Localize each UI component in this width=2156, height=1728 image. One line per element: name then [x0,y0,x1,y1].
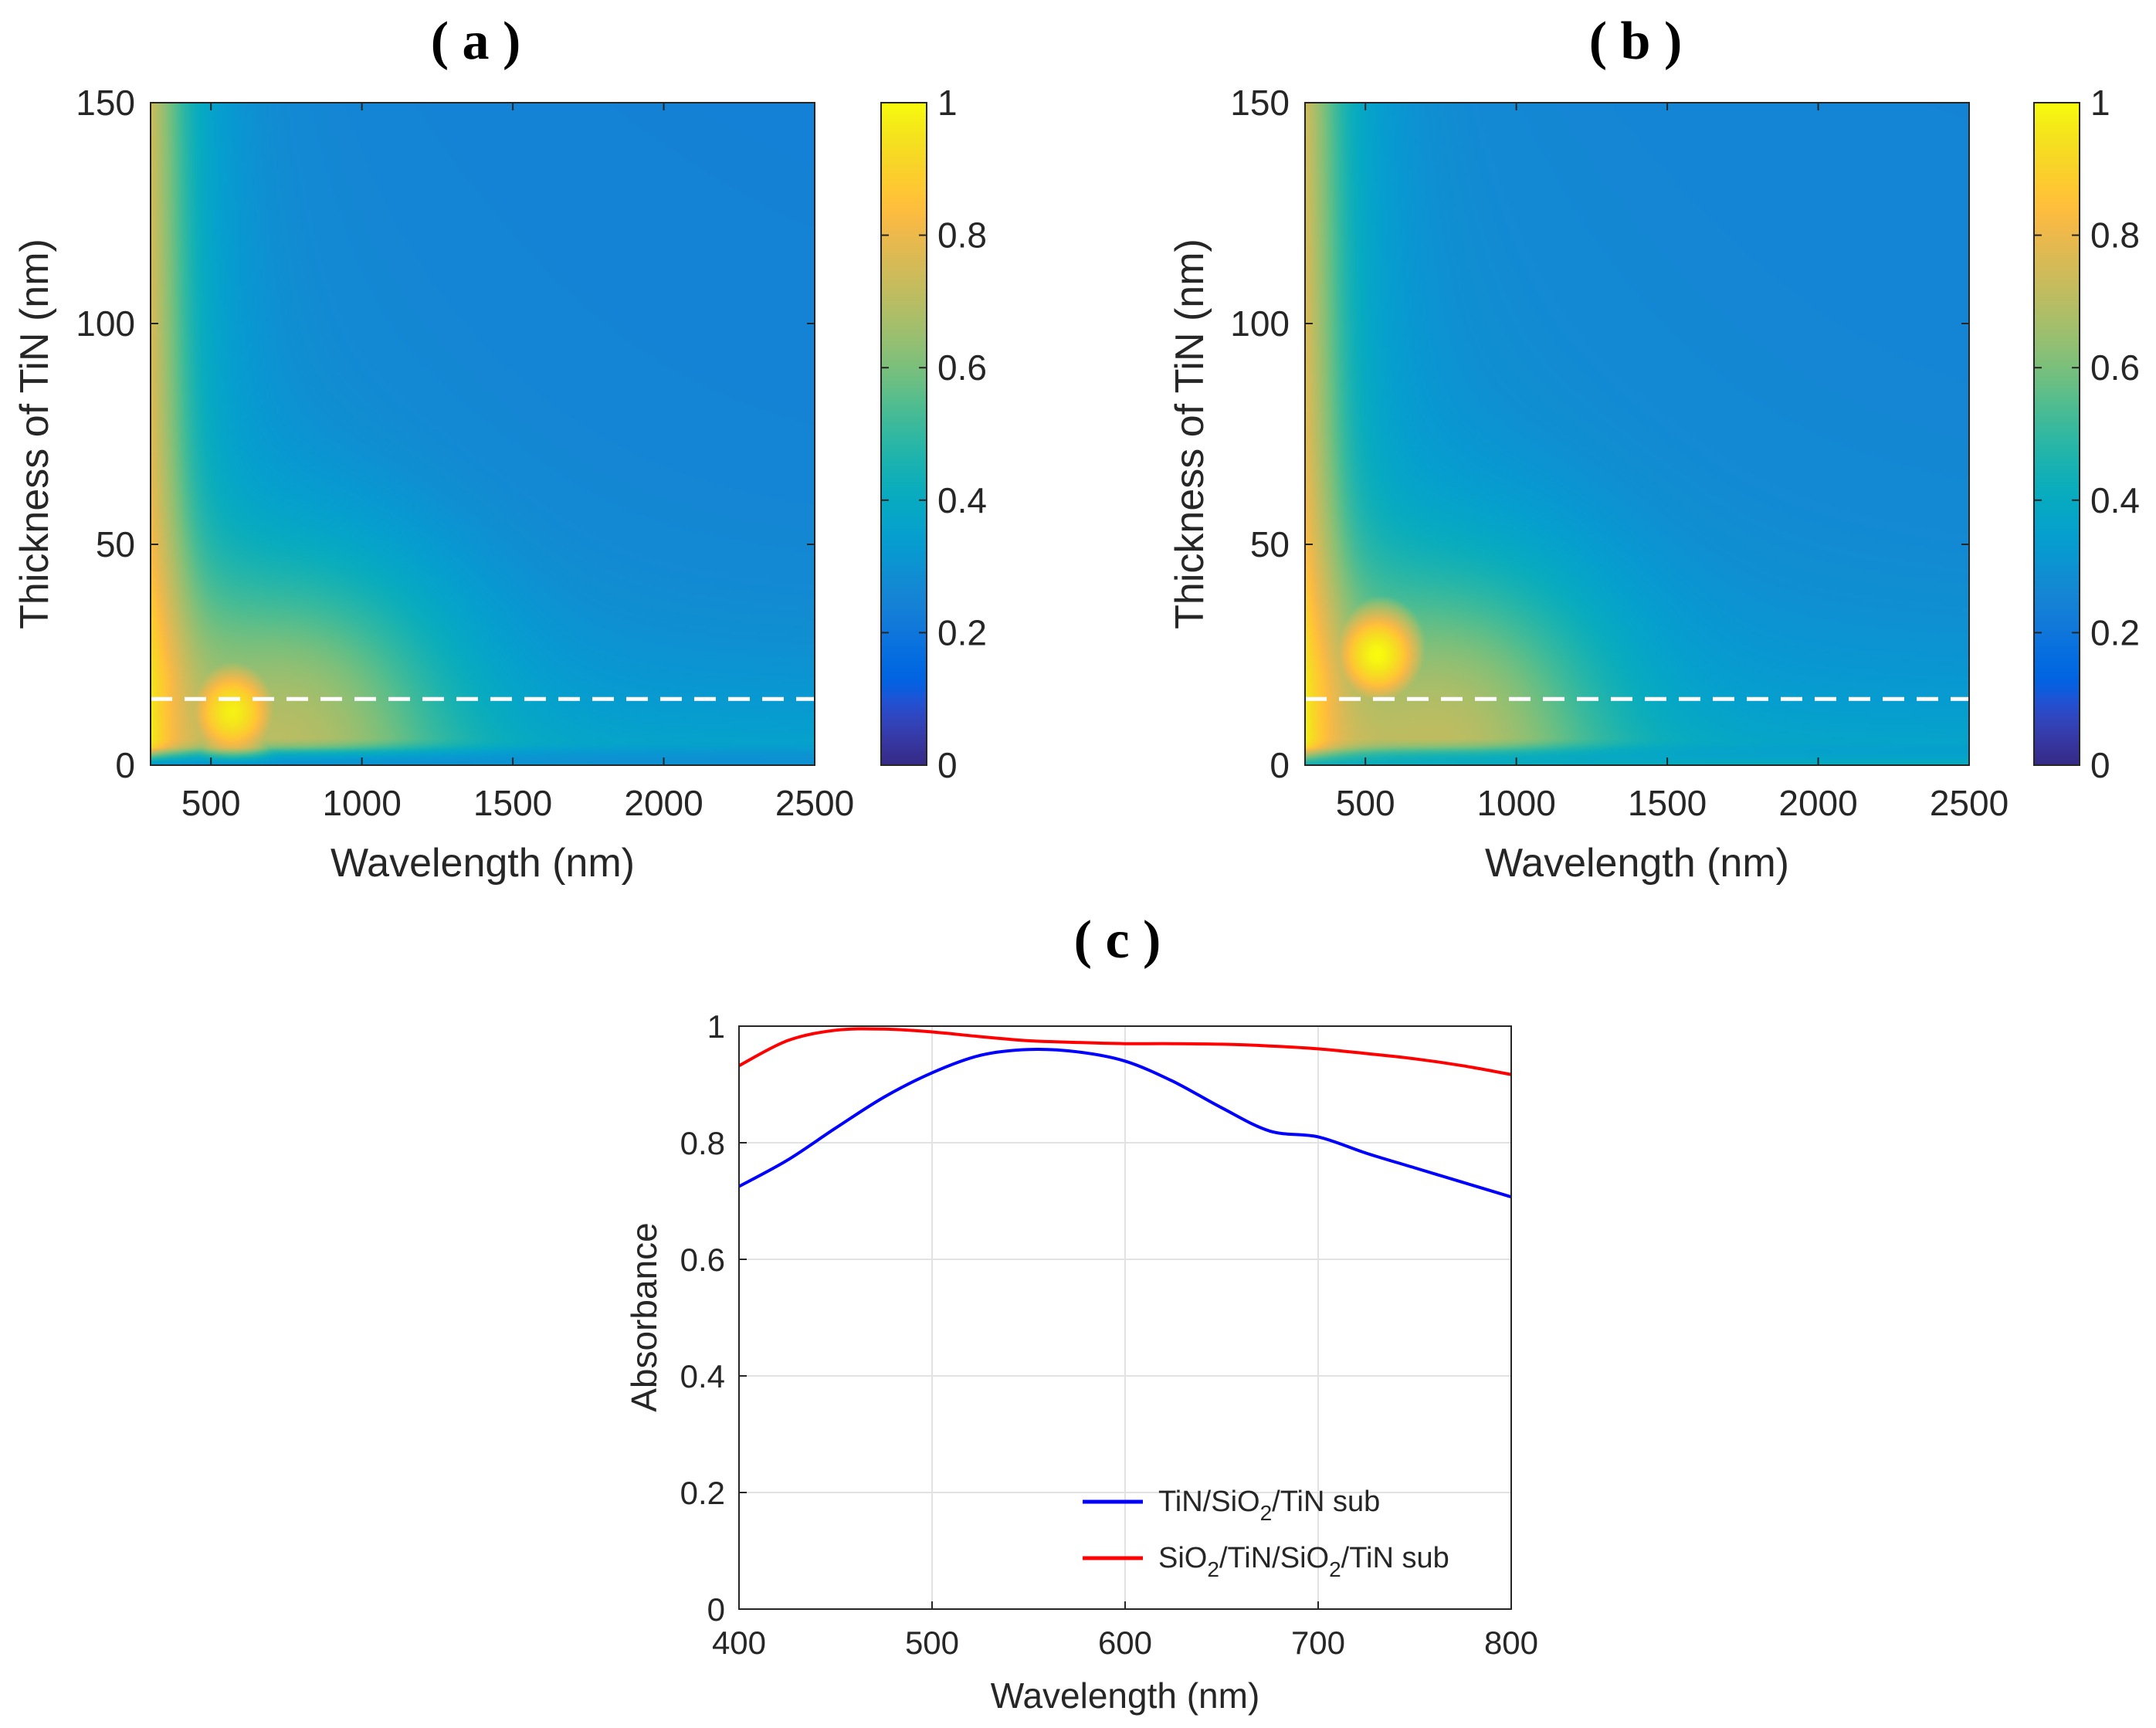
x-ticks-c: 400 500 600 700 800 [712,1601,1538,1661]
panel-a-label: ( a ) [431,12,521,71]
x-tick-label-a-0: 500 [181,783,241,823]
panel-c: ( c ) 400 500 600 700 800 0 0.2 0.4 0.6 0.8 1 Wav… [624,910,1538,1716]
x-tick-label-a-3: 2000 [624,783,703,823]
legend-c: TiN/SiO2/TiN sub SiO2/TiN/SiO2/TiN sub [1083,1486,1449,1581]
colorbar-tick-label-a-5: 1 [937,83,958,123]
colorbar-a-image [881,103,927,765]
legend-1-sub: 2 [1260,1501,1273,1525]
colorbar-tick-label-a-2: 0.4 [937,480,987,520]
plot-area-a-frame [150,102,815,766]
colorbar-b-frame [2033,102,2080,766]
colorbar-tick-label-b-4: 0.8 [2090,215,2140,256]
x-tick-label-c-0: 400 [712,1625,766,1661]
x-tick-label-c-4: 800 [1484,1625,1538,1661]
y-tick-label-a-1: 50 [96,524,135,564]
x-ticks-a: 500 1000 1500 2000 2500 [181,103,854,823]
y-ticks-a: 0 50 100 150 [76,83,815,785]
x-tick-label-c-2: 600 [1098,1625,1152,1661]
y-tick-label-c-4: 0.8 [680,1125,725,1161]
y-axis-label-a: Thickness of TiN (nm) [12,239,57,629]
y-tick-label-a-0: 0 [115,745,135,785]
x-tick-label-b-3: 2000 [1778,783,1857,823]
x-tick-label-b-4: 2500 [1930,783,2009,823]
heatmap-a-image [151,103,815,765]
legend-text-2: SiO2/TiN/SiO2/TiN sub [1158,1542,1449,1581]
colorbar-tick-label-b-3: 0.6 [2090,347,2140,388]
y-tick-label-c-3: 0.6 [680,1242,725,1278]
x-tick-label-c-1: 500 [905,1625,959,1661]
series-line-2 [738,1027,1512,1076]
panel-b-label: ( b ) [1589,12,1683,71]
x-axis-label-a: Wavelength (nm) [331,841,635,886]
x-tick-label-a-2: 1500 [473,783,552,823]
panel-c-label: ( c ) [1074,910,1161,970]
y-tick-label-b-2: 100 [1230,303,1290,344]
legend-2-sub2: 2 [1329,1557,1341,1581]
y-tick-label-c-2: 0.4 [680,1358,725,1394]
legend-2-mid: /TiN/SiO [1219,1542,1329,1574]
x-axis-label-b: Wavelength (nm) [1485,841,1789,886]
colorbar-tick-label-b-5: 1 [2090,83,2110,123]
colorbar-tick-label-a-0: 0 [937,745,958,785]
y-tick-label-b-0: 0 [1270,745,1290,785]
panel-a: ( a ) 500 1000 1500 2000 2500 0 50 100 150 Wave… [12,12,987,886]
x-axis-label-c: Wavelength (nm) [991,1675,1260,1716]
x-tick-label-b-2: 1500 [1628,783,1707,823]
x-tick-label-a-4: 2500 [775,783,854,823]
plot-area-b-frame [1304,102,1970,766]
colorbar-tick-label-b-2: 0.4 [2090,480,2140,520]
y-tick-label-b-1: 50 [1250,524,1290,564]
y-tick-label-c-5: 1 [707,1008,725,1045]
colorbar-ticks-a: 0 0.2 0.4 0.6 0.8 1 [881,83,987,785]
panel-b: ( b ) 500 1000 1500 2000 2500 0 50 100 150 Wave… [1168,12,2140,886]
y-ticks-b: 0 50 100 150 [1230,83,1969,785]
colorbar-tick-label-a-3: 0.6 [937,347,987,388]
x-tick-label-b-1: 1000 [1476,783,1555,823]
y-axis-label-c: Absorbance [624,1222,664,1412]
colorbar-ticks-b: 0 0.2 0.4 0.6 0.8 1 [2034,83,2140,785]
colorbar-tick-label-b-0: 0 [2090,745,2110,785]
series-lines-c [738,1027,1512,1199]
y-ticks-c: 0 0.2 0.4 0.6 0.8 1 [680,1008,747,1628]
colorbar-tick-label-a-1: 0.2 [937,612,987,652]
x-tick-label-a-1: 1000 [322,783,401,823]
colorbar-tick-label-a-4: 0.8 [937,215,987,256]
heatmap-b-image [1305,103,1969,765]
colorbar-b-image [2034,103,2080,765]
y-tick-label-c-1: 0.2 [680,1475,725,1511]
x-ticks-b: 500 1000 1500 2000 2500 [1336,103,2009,823]
colorbar-a-frame [880,102,927,766]
y-tick-label-a-3: 150 [76,83,135,123]
colorbar-tick-label-b-1: 0.2 [2090,612,2140,652]
y-tick-label-b-3: 150 [1230,83,1290,123]
y-axis-label-b: Thickness of TiN (nm) [1168,239,1212,629]
y-tick-label-a-2: 100 [76,303,135,344]
legend-2-sub: 2 [1207,1557,1219,1581]
series-line-1 [738,1047,1512,1199]
legend-2-main: SiO [1158,1542,1207,1574]
legend-2-tail: /TiN sub [1341,1542,1449,1574]
y-tick-label-c-0: 0 [707,1591,725,1628]
legend-text-1: TiN/SiO2/TiN sub [1158,1486,1380,1525]
legend-1-main: TiN/SiO [1158,1486,1260,1518]
x-tick-label-b-0: 500 [1336,783,1395,823]
x-tick-label-c-3: 700 [1291,1625,1345,1661]
legend-1-tail: /TiN sub [1272,1486,1380,1518]
